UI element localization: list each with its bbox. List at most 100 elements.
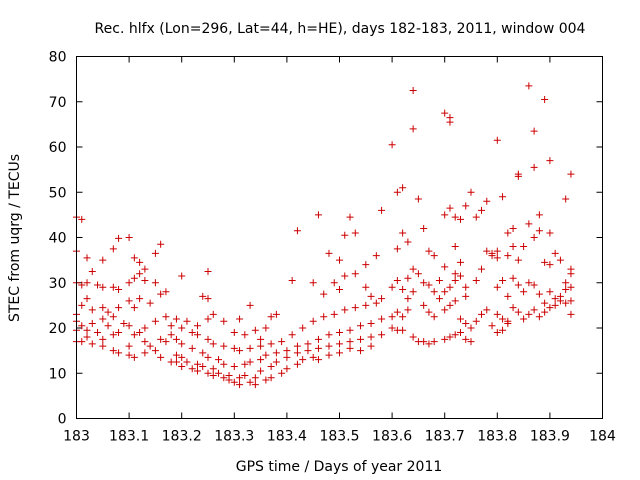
data-point (399, 229, 407, 237)
data-point (567, 283, 575, 291)
data-point (357, 335, 365, 343)
data-point (309, 279, 317, 287)
data-point (151, 347, 159, 355)
data-point (78, 322, 86, 330)
data-point (188, 365, 196, 373)
data-point (393, 308, 401, 316)
data-point (125, 297, 133, 305)
data-point (204, 353, 212, 361)
data-point (504, 252, 512, 260)
data-point (267, 362, 275, 370)
plot-frame (76, 56, 603, 419)
y-tick-label: 20 (49, 321, 67, 337)
data-point (209, 340, 217, 348)
data-point (367, 342, 375, 350)
data-point (172, 315, 180, 323)
data-point (178, 362, 186, 370)
data-point (304, 340, 312, 348)
data-point (78, 281, 86, 289)
data-point (125, 234, 133, 241)
data-point (293, 349, 301, 357)
data-point (372, 299, 380, 307)
data-point (372, 252, 380, 260)
data-point (199, 362, 207, 370)
data-point (130, 274, 138, 282)
data-point (420, 279, 428, 287)
data-point (151, 249, 159, 257)
data-point (109, 313, 117, 321)
data-point (562, 195, 570, 203)
data-point (215, 356, 223, 364)
data-point (246, 378, 254, 386)
y-tick-label: 80 (49, 50, 67, 66)
data-point (299, 324, 307, 332)
data-point (451, 276, 459, 284)
data-point (162, 288, 170, 296)
data-point (88, 267, 96, 275)
data-point (272, 358, 280, 366)
axis-ticks: 183 183.1 183.2 183.3 183.4 183.5 183.6 183.7 18… (49, 50, 616, 445)
data-point (388, 283, 396, 291)
data-point (320, 313, 328, 321)
data-point (535, 227, 543, 235)
data-point (262, 376, 270, 384)
data-point (567, 170, 575, 178)
data-point (141, 265, 149, 273)
data-point (478, 310, 486, 318)
data-point (446, 114, 454, 122)
data-point (130, 254, 138, 262)
data-point (104, 308, 112, 316)
data-point (551, 295, 559, 303)
data-point (241, 372, 249, 380)
data-point (209, 365, 217, 373)
data-point (167, 331, 175, 339)
data-point (499, 276, 507, 284)
data-point (336, 340, 343, 348)
data-point (325, 342, 333, 350)
data-point (509, 304, 517, 312)
data-point (346, 338, 354, 346)
data-point (441, 306, 449, 314)
data-point (393, 245, 401, 253)
data-point (178, 272, 186, 280)
data-point (209, 310, 217, 318)
data-point (146, 342, 154, 350)
data-point (472, 317, 480, 325)
data-point (504, 317, 512, 325)
data-point (425, 247, 433, 255)
y-tick-label: 70 (49, 95, 67, 111)
data-point (546, 304, 554, 312)
y-tick-label: 10 (49, 366, 67, 382)
data-point (88, 319, 96, 327)
data-point (193, 331, 201, 339)
data-point (115, 349, 123, 357)
data-point (325, 331, 333, 339)
data-point (467, 324, 475, 332)
data-point (367, 292, 375, 300)
data-point (99, 256, 107, 264)
data-point (441, 263, 449, 271)
data-point (414, 195, 422, 203)
data-point (530, 281, 538, 289)
data-point (362, 283, 370, 291)
data-point (183, 358, 191, 366)
data-point (293, 360, 301, 368)
data-point (178, 324, 186, 332)
x-tick-label: 183.8 (477, 429, 517, 445)
data-point (257, 356, 265, 364)
data-point (357, 347, 365, 355)
data-point (393, 188, 401, 196)
data-point (241, 360, 249, 368)
data-point (483, 197, 491, 205)
data-point (546, 261, 554, 269)
data-point (472, 276, 480, 284)
data-point (162, 338, 170, 346)
data-point (409, 265, 417, 273)
data-point (236, 315, 244, 323)
data-point (262, 351, 270, 359)
data-point (541, 95, 549, 103)
data-point (309, 353, 317, 361)
data-point (420, 338, 428, 346)
data-point (83, 326, 91, 334)
x-tick-label: 184 (589, 429, 616, 445)
